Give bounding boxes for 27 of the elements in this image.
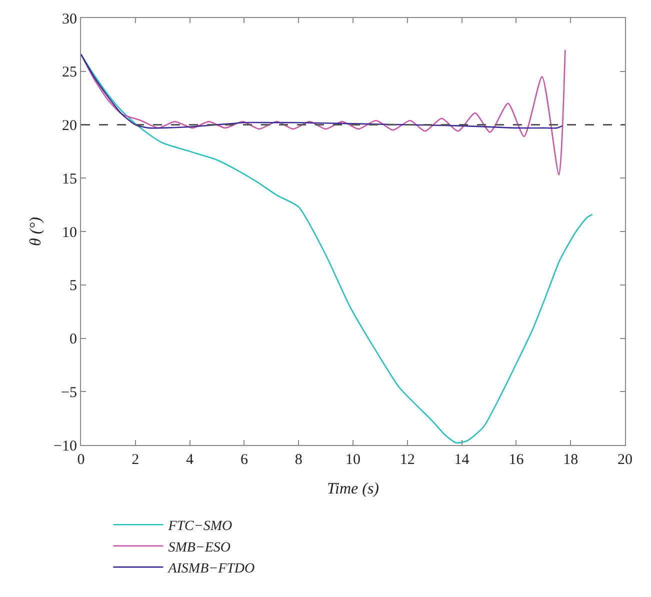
line-series	[81, 49, 566, 176]
x-tick-label: 4	[186, 452, 194, 468]
y-tick-label: 0	[70, 332, 77, 348]
x-tick-label: 10	[346, 452, 360, 468]
line-series	[81, 54, 594, 444]
x-tick-label: 20	[618, 452, 632, 468]
x-axis-title: Time (s)	[327, 480, 379, 498]
x-tick-label: 6	[240, 452, 248, 468]
x-tick-label: 12	[400, 452, 415, 468]
x-tick-label: 8	[294, 452, 302, 468]
x-tick-label: 18	[563, 452, 578, 468]
legend-label: AISMB−FTDO	[167, 562, 255, 577]
legend-label: SMB−ESO	[168, 540, 231, 556]
y-tick-label: 25	[62, 64, 77, 81]
x-tick-label: 2	[132, 452, 140, 468]
y-tick-label: 10	[62, 224, 77, 241]
y-tick-label: 15	[62, 171, 77, 188]
y-tick-label: 5	[70, 278, 77, 294]
legend-label: FTC−SMO	[167, 519, 232, 534]
y-tick-label: 30	[62, 11, 77, 28]
y-axis-title: θ (°)	[27, 217, 44, 246]
line-series	[81, 54, 564, 129]
x-tick-label: 16	[508, 452, 524, 468]
x-tick-label: 14	[454, 452, 470, 468]
y-tick-label: −10	[54, 438, 77, 454]
y-tick-label: −5	[61, 384, 77, 401]
y-tick-label: 20	[62, 118, 77, 134]
